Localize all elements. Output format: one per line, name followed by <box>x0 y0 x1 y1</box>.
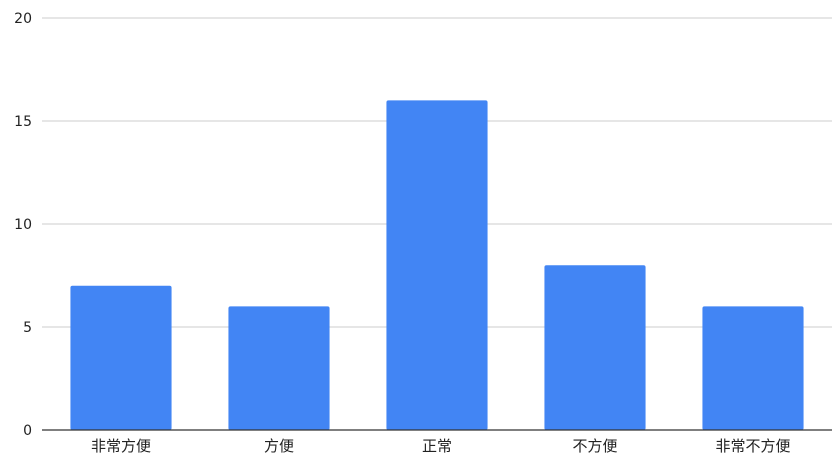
y-tick-label: 20 <box>14 11 32 27</box>
bar-2[interactable] <box>228 306 330 430</box>
bar-1[interactable] <box>70 285 172 430</box>
y-tick-labels: 0 5 10 15 20 <box>14 11 32 439</box>
bar-5[interactable] <box>702 306 804 430</box>
x-tick-label: 非常方便 <box>91 437 151 455</box>
y-tick-label: 15 <box>14 114 32 130</box>
bar-4[interactable] <box>544 265 646 430</box>
y-tick-label: 10 <box>14 217 32 233</box>
x-tick-label: 正常 <box>422 437 452 455</box>
x-tick-label: 方便 <box>264 437 294 455</box>
y-tick-label: 5 <box>23 320 32 336</box>
x-tick-label: 不方便 <box>572 437 617 455</box>
x-tick-labels: 非常方便 方便 正常 不方便 非常不方便 <box>91 437 791 455</box>
y-tick-label: 0 <box>23 423 32 439</box>
bar-3[interactable] <box>386 100 488 431</box>
x-tick-label: 非常不方便 <box>715 437 790 455</box>
bars <box>70 100 804 431</box>
